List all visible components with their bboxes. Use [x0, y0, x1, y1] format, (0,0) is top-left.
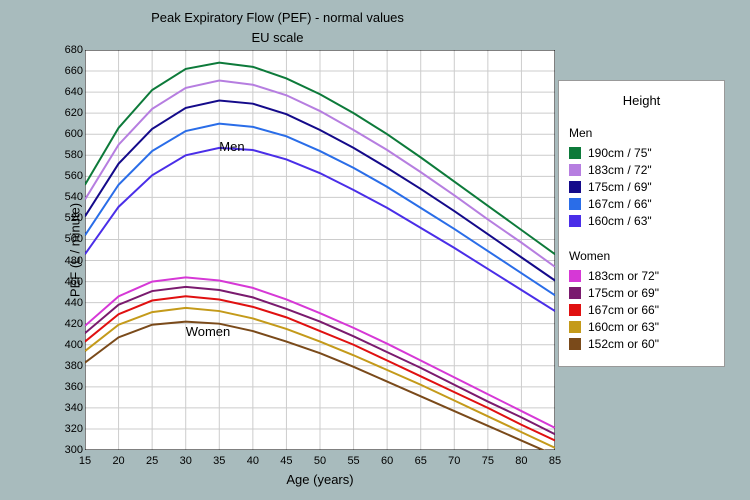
legend-row: 152cm or 60" [569, 337, 714, 351]
x-tick-label: 85 [549, 455, 561, 467]
legend-label: 183cm / 72" [588, 163, 652, 177]
y-tick-label: 320 [55, 423, 83, 435]
y-tick-label: 580 [55, 149, 83, 161]
x-tick-label: 60 [381, 455, 393, 467]
x-tick-label: 20 [112, 455, 124, 467]
legend-swatch [569, 321, 581, 333]
legend-row: 167cm or 66" [569, 303, 714, 317]
x-tick-label: 70 [448, 455, 460, 467]
chart-subtitle: EU scale [0, 30, 555, 45]
line-chart [85, 50, 555, 450]
legend-swatch [569, 147, 581, 159]
legend-row: 183cm / 72" [569, 163, 714, 177]
x-tick-label: 30 [180, 455, 192, 467]
x-tick-label: 50 [314, 455, 326, 467]
x-tick-label: 80 [515, 455, 527, 467]
y-tick-label: 660 [55, 65, 83, 77]
y-tick-label: 540 [55, 191, 83, 203]
legend: Height Men 190cm / 75" 183cm / 72" 175cm /… [558, 80, 725, 367]
x-tick-label: 45 [280, 455, 292, 467]
y-tick-label: 560 [55, 170, 83, 182]
y-tick-label: 600 [55, 128, 83, 140]
legend-swatch [569, 215, 581, 227]
legend-row: 160cm / 63" [569, 214, 714, 228]
x-tick-label: 35 [213, 455, 225, 467]
y-tick-label: 360 [55, 381, 83, 393]
x-axis-ticks: 152025303540455055606570758085 [85, 452, 555, 472]
men-group-label: Men [219, 139, 244, 154]
legend-swatch [569, 198, 581, 210]
x-tick-label: 75 [482, 455, 494, 467]
x-axis-label: Age (years) [85, 472, 555, 487]
legend-label: 190cm / 75" [588, 146, 652, 160]
y-tick-label: 420 [55, 318, 83, 330]
legend-row: 190cm / 75" [569, 146, 714, 160]
x-tick-label: 40 [247, 455, 259, 467]
x-tick-label: 65 [415, 455, 427, 467]
y-tick-label: 340 [55, 402, 83, 414]
legend-title: Height [569, 93, 714, 108]
legend-label: 152cm or 60" [588, 337, 659, 351]
legend-label: 175cm / 69" [588, 180, 652, 194]
legend-swatch [569, 287, 581, 299]
legend-label: 167cm / 66" [588, 197, 652, 211]
legend-row: 175cm / 69" [569, 180, 714, 194]
legend-men-title: Men [569, 126, 714, 140]
y-tick-label: 640 [55, 86, 83, 98]
x-tick-label: 55 [347, 455, 359, 467]
legend-label: 167cm or 66" [588, 303, 659, 317]
legend-swatch [569, 304, 581, 316]
x-tick-label: 15 [79, 455, 91, 467]
legend-swatch [569, 338, 581, 350]
legend-label: 175cm or 69" [588, 286, 659, 300]
y-tick-label: 380 [55, 360, 83, 372]
women-group-label: Women [186, 324, 231, 339]
legend-label: 160cm or 63" [588, 320, 659, 334]
y-tick-label: 680 [55, 44, 83, 56]
legend-label: 183cm or 72" [588, 269, 659, 283]
legend-row: 183cm or 72" [569, 269, 714, 283]
y-tick-label: 440 [55, 297, 83, 309]
y-tick-label: 620 [55, 107, 83, 119]
legend-label: 160cm / 63" [588, 214, 652, 228]
legend-swatch [569, 270, 581, 282]
legend-swatch [569, 181, 581, 193]
legend-row: 167cm / 66" [569, 197, 714, 211]
legend-women-title: Women [569, 249, 714, 263]
chart-title: Peak Expiratory Flow (PEF) - normal valu… [0, 10, 555, 25]
legend-swatch [569, 164, 581, 176]
y-tick-label: 400 [55, 339, 83, 351]
x-tick-label: 25 [146, 455, 158, 467]
legend-row: 175cm or 69" [569, 286, 714, 300]
y-axis-label: PEF (L / minute) [68, 203, 83, 297]
legend-row: 160cm or 63" [569, 320, 714, 334]
